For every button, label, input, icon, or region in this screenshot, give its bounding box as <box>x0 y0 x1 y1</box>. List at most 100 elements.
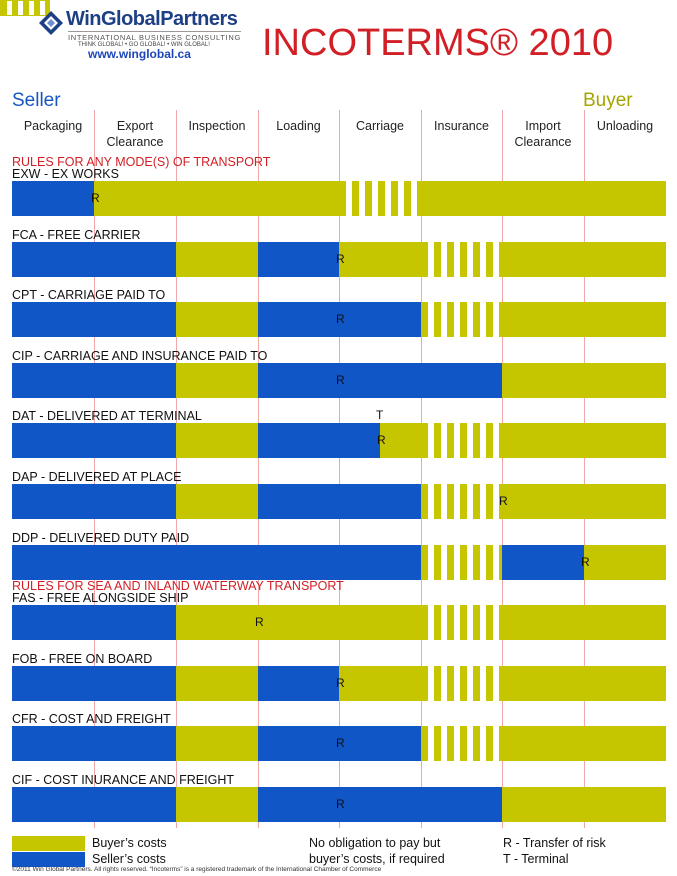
column-divider <box>339 110 340 828</box>
risk-transfer-marker: R <box>91 191 100 205</box>
buyer-cost-segment <box>502 484 666 519</box>
optional-cost-segment <box>421 665 502 701</box>
column-header: Packaging <box>23 119 83 133</box>
seller-cost-segment <box>12 302 176 338</box>
incoterm-label: CFR - COST AND FREIGHT <box>12 712 171 727</box>
incoterm-bar <box>12 302 666 338</box>
buyer-cost-segment <box>339 241 421 277</box>
buyer-cost-segment <box>584 544 666 580</box>
seller-cost-segment <box>12 544 421 580</box>
buyer-label: Buyer <box>583 90 633 111</box>
seller-cost-segment <box>258 726 421 762</box>
column-divider <box>421 110 422 828</box>
incoterm-bar <box>12 241 666 277</box>
column-header: Inspection <box>188 119 246 133</box>
column-header: Export Clearance <box>106 119 164 149</box>
incoterm-bar <box>12 726 666 762</box>
incoterm-label: EXW - EX WORKS <box>12 167 119 181</box>
brand-subtitle: INTERNATIONAL BUSINESS CONSULTING <box>68 31 241 42</box>
brand-name: WinGlobalPartners <box>66 8 238 30</box>
buyer-cost-segment <box>339 665 421 701</box>
buyer-cost-segment <box>176 362 258 398</box>
brand-tagline: THINK GLOBAL! • GO GLOBAL! • WIN GLOBAL! <box>78 42 210 48</box>
seller-cost-segment <box>12 181 94 216</box>
optional-cost-segment <box>421 241 502 277</box>
incoterm-bar <box>12 484 666 519</box>
buyer-cost-segment <box>176 302 258 338</box>
seller-cost-segment <box>258 362 502 398</box>
incoterm-label: FCA - FREE CARRIER <box>12 227 141 242</box>
risk-transfer-marker: R <box>336 372 345 387</box>
globe-logo-icon <box>39 11 63 35</box>
legend-terminal: T - Terminal <box>503 852 569 866</box>
risk-transfer-marker: R <box>499 494 508 508</box>
page-title: INCOTERMS® 2010 <box>262 22 614 64</box>
incoterm-bar <box>12 665 666 701</box>
column-header: Carriage <box>356 119 404 133</box>
incoterm-bar <box>12 362 666 398</box>
column-header: Import Clearance <box>514 119 572 149</box>
buyer-cost-segment <box>176 484 258 519</box>
seller-label: Seller <box>12 90 61 111</box>
seller-cost-segment <box>12 241 176 277</box>
buyer-cost-segment <box>502 362 666 398</box>
risk-transfer-marker: R <box>377 433 386 448</box>
seller-cost-segment <box>12 787 176 822</box>
seller-cost-segment <box>258 665 339 701</box>
buyer-cost-segment <box>502 605 666 641</box>
buyer-cost-segment <box>502 787 666 822</box>
seller-cost-segment <box>258 241 339 277</box>
incoterm-bar <box>12 181 666 216</box>
risk-transfer-marker: R <box>581 554 590 569</box>
buyer-cost-segment <box>502 302 666 338</box>
seller-cost-segment <box>258 302 421 338</box>
optional-cost-segment <box>421 726 502 762</box>
incoterm-label: CPT - CARRIAGE PAID TO <box>12 288 166 303</box>
buyer-cost-segment <box>502 423 666 459</box>
legend-buyer-swatch <box>12 836 85 851</box>
legend-stripe-swatch <box>0 0 50 16</box>
incoterm-label: CIP - CARRIAGE AND INSURANCE PAID TO <box>12 348 268 363</box>
optional-cost-segment <box>421 605 502 641</box>
incoterm-bar <box>12 423 666 459</box>
risk-transfer-marker: R <box>336 312 345 327</box>
optional-cost-segment <box>421 484 502 519</box>
buyer-cost-segment <box>176 241 258 277</box>
buyer-cost-segment <box>176 665 258 701</box>
legend-seller-costs: Seller’s costs <box>92 852 166 866</box>
incoterm-bar <box>12 787 666 822</box>
section-heading: RULES FOR ANY MODE(S) OF TRANSPORT <box>12 155 271 169</box>
optional-cost-segment <box>421 302 502 338</box>
buyer-cost-segment <box>176 726 258 762</box>
seller-cost-segment <box>12 665 176 701</box>
buyer-cost-segment <box>502 241 666 277</box>
column-divider <box>584 110 585 828</box>
section-heading: RULES FOR SEA AND INLAND WATERWAY TRANSP… <box>12 579 344 594</box>
seller-cost-segment <box>258 423 380 459</box>
column-header: Unloading <box>596 119 654 133</box>
incoterm-bar <box>12 605 666 641</box>
incoterm-label: CIF - COST INURANCE AND FREIGHT <box>12 773 235 787</box>
risk-transfer-marker: R <box>336 736 345 751</box>
incoterm-label: FOB - FREE ON BOARD <box>12 651 153 666</box>
column-header: Insurance <box>434 119 489 133</box>
seller-cost-segment <box>12 362 176 398</box>
terminal-marker: T <box>376 408 384 423</box>
seller-cost-segment <box>502 544 584 580</box>
buyer-cost-segment <box>176 423 258 459</box>
legend-risk: R - Transfer of risk <box>503 836 606 850</box>
website-link[interactable]: www.winglobal.ca <box>88 47 191 61</box>
seller-cost-segment <box>258 484 421 519</box>
column-divider <box>176 110 177 828</box>
column-divider <box>258 110 259 828</box>
brand-logo: WinGlobalPartners INTERNATIONAL BUSINESS… <box>38 8 241 64</box>
buyer-cost-segment <box>176 787 258 822</box>
column-header: Loading <box>276 119 321 133</box>
incoterm-label: FAS - FREE ALONGSIDE SHIP <box>12 591 189 606</box>
optional-cost-segment <box>421 423 502 459</box>
seller-cost-segment <box>12 484 176 519</box>
buyer-cost-segment <box>176 605 421 641</box>
optional-cost-segment <box>421 544 502 580</box>
seller-cost-segment <box>12 605 176 641</box>
incoterm-label: DAP - DELIVERED AT PLACE <box>12 470 182 484</box>
